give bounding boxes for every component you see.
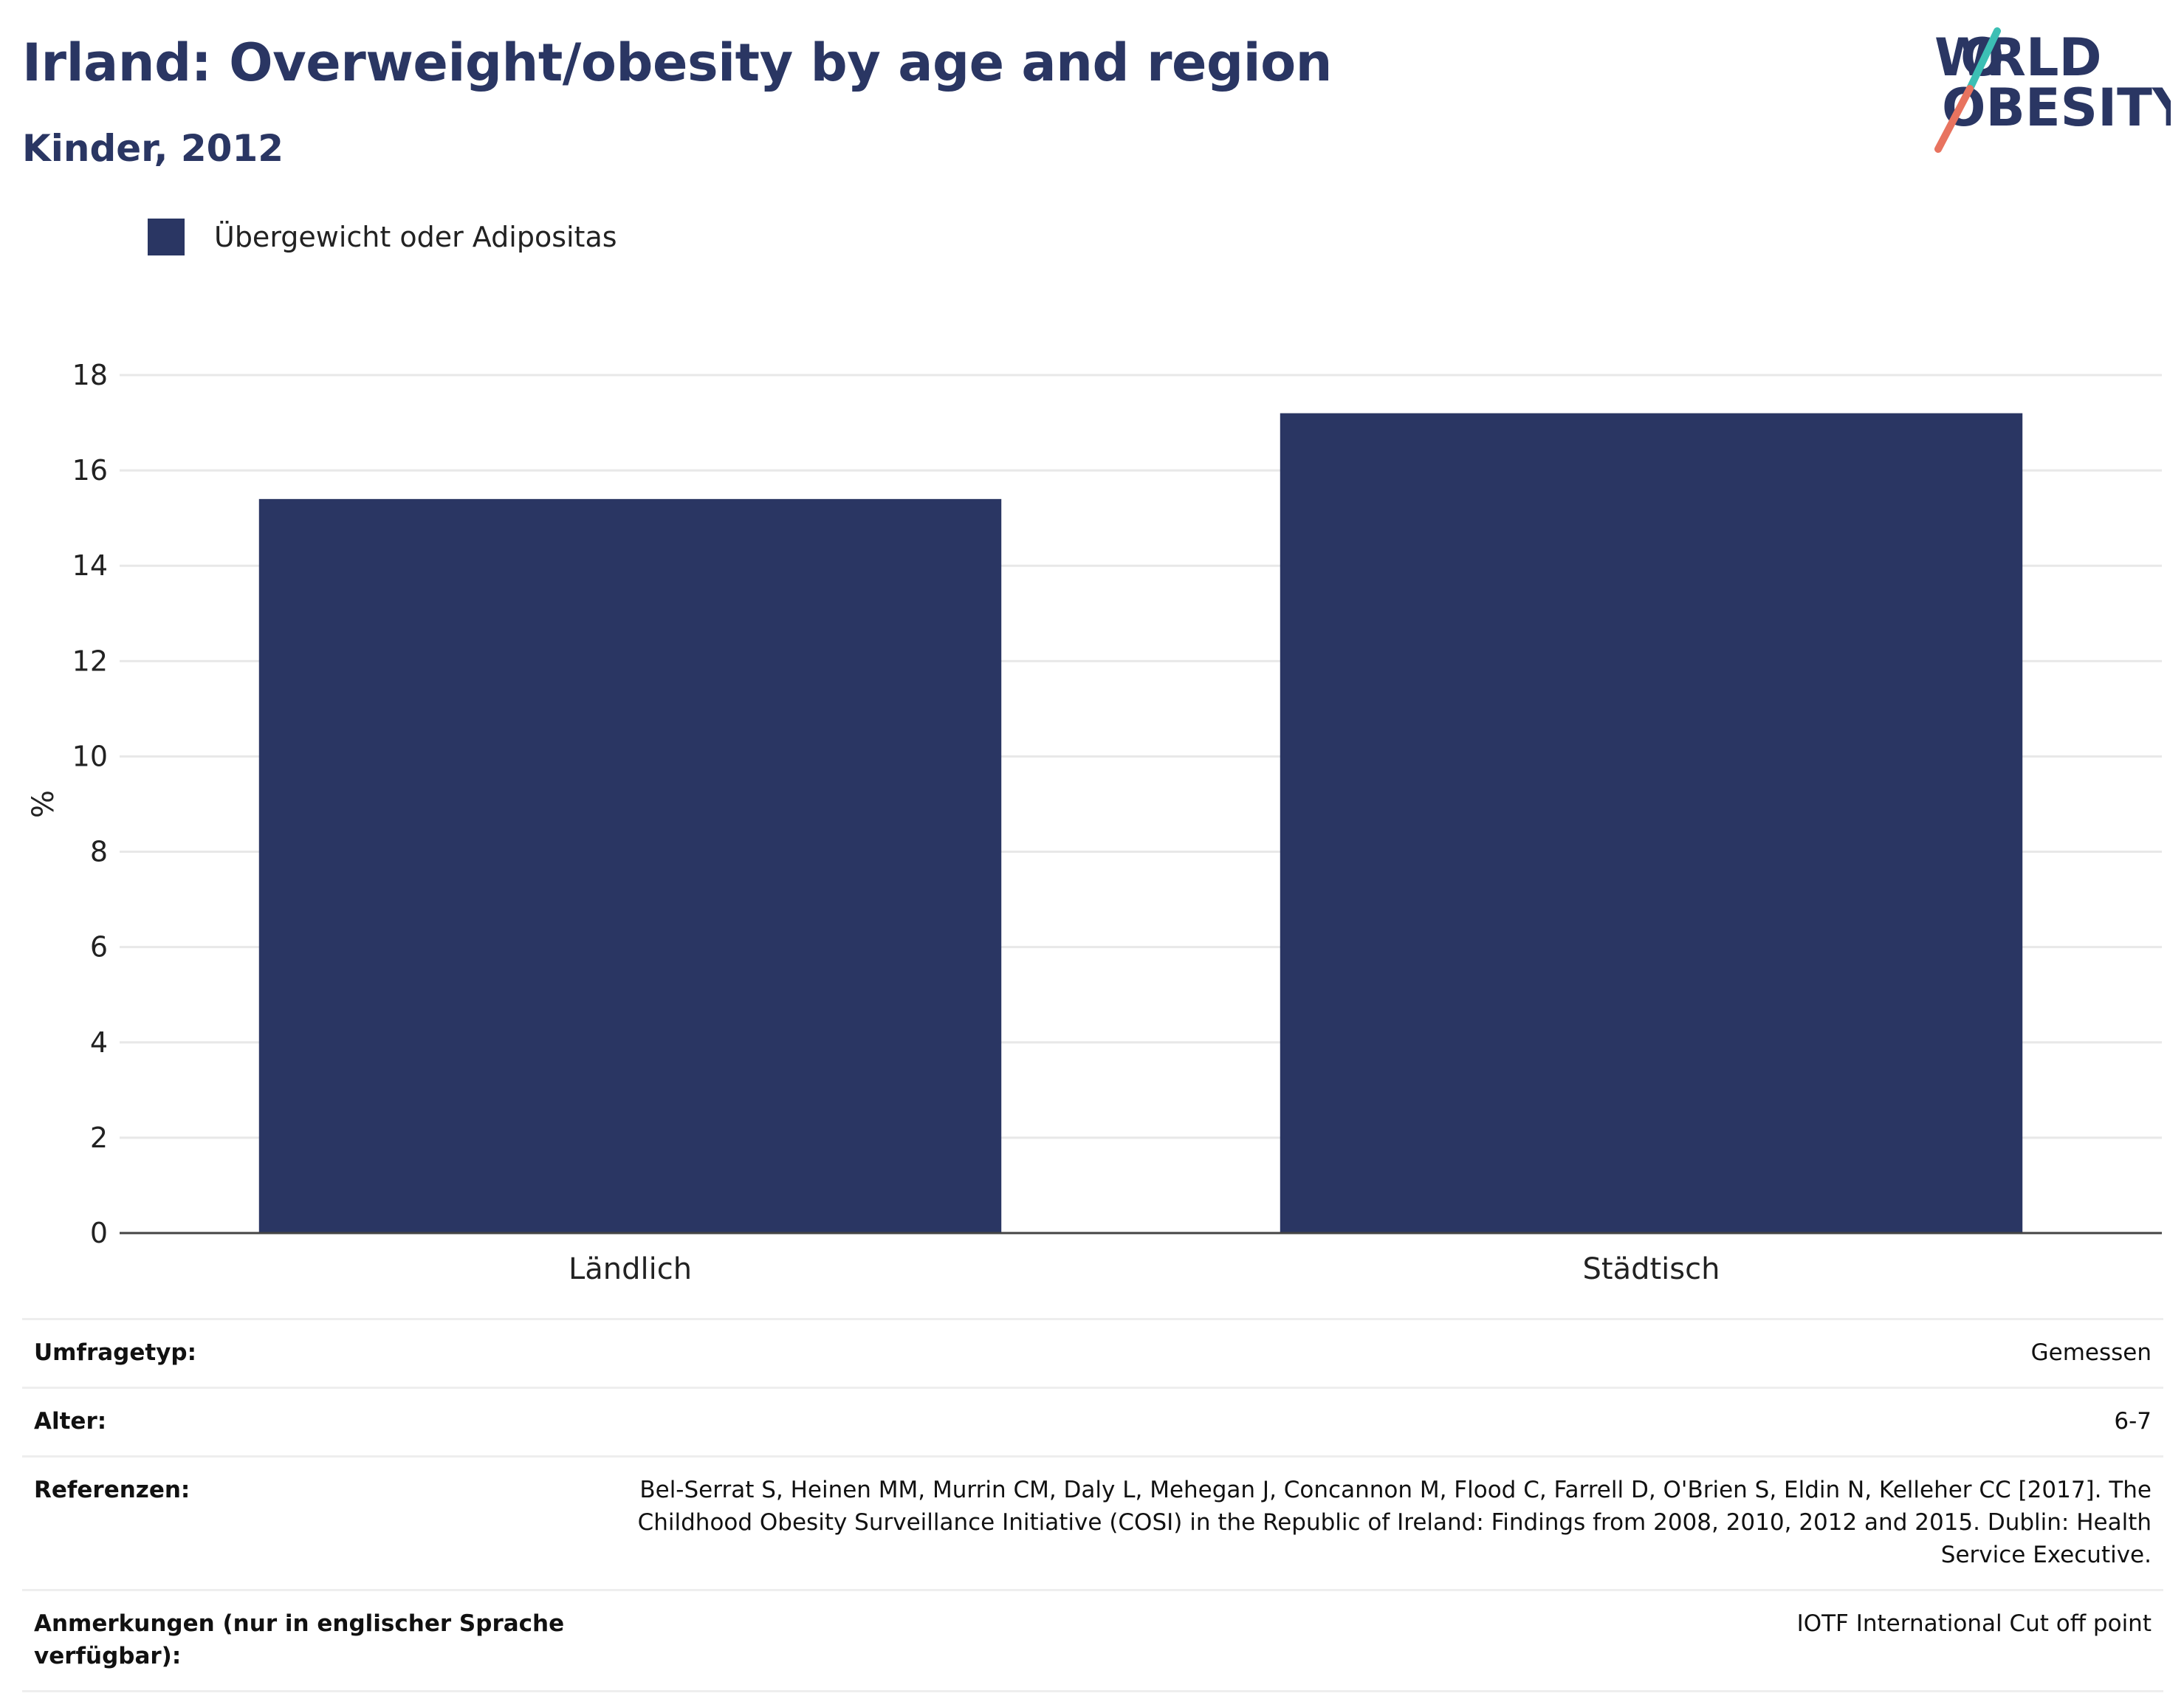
svg-text:OBESITY: OBESITY bbox=[1942, 78, 2171, 138]
y-tick-label: 0 bbox=[90, 1217, 108, 1249]
legend-label: Übergewicht oder Adipositas bbox=[214, 221, 617, 253]
meta-value: Gemessen bbox=[2030, 1339, 2152, 1366]
page-title: Irland: Overweight/obesity by age and re… bbox=[22, 32, 1333, 93]
meta-label: Referenzen: bbox=[34, 1477, 190, 1503]
legend-swatch bbox=[148, 219, 185, 255]
meta-row: Referenzen: Bel-Serrat S, Heinen MM, Murr… bbox=[22, 1455, 2163, 1589]
meta-row: Anmerkungen (nur in englischer Sprache v… bbox=[22, 1589, 2163, 1692]
meta-value: 6-7 bbox=[2114, 1408, 2152, 1435]
meta-row: Umfragetyp: Gemessen bbox=[22, 1318, 2163, 1387]
y-tick-label: 18 bbox=[72, 359, 108, 391]
y-tick-label: 8 bbox=[90, 836, 108, 868]
bar-chart: 0 2 4 6 8 10 12 14 16 18 Ländlich Städtisch% bbox=[27, 359, 2162, 1286]
svg-text:RLD: RLD bbox=[1986, 27, 2102, 88]
y-tick-label: 2 bbox=[90, 1122, 108, 1154]
chart-legend: Übergewicht oder Adipositas bbox=[148, 219, 617, 255]
bar-0 bbox=[258, 498, 1002, 1233]
y-tick-label: 4 bbox=[90, 1026, 108, 1059]
meta-row: Alter: 6-7 bbox=[22, 1387, 2163, 1455]
page-subtitle: Kinder, 2012 bbox=[22, 127, 284, 170]
y-tick-label: 10 bbox=[72, 740, 108, 772]
y-tick-label: 14 bbox=[72, 549, 108, 582]
y-tick-label: 6 bbox=[90, 931, 108, 964]
y-tick-label: 16 bbox=[72, 454, 108, 487]
bar-1 bbox=[1280, 413, 2023, 1233]
metadata-table: Umfragetyp: Gemessen Alter: 6-7 Referenzen: B… bbox=[22, 1318, 2163, 1692]
meta-value: Bel-Serrat S, Heinen MM, Murrin CM, Daly… bbox=[637, 1477, 2152, 1568]
meta-value: IOTF International Cut off point bbox=[1796, 1610, 2152, 1637]
meta-label: Umfragetyp: bbox=[34, 1339, 196, 1366]
meta-label: Anmerkungen (nur in englischer Sprache v… bbox=[34, 1610, 565, 1669]
y-tick-label: 12 bbox=[72, 645, 108, 677]
y-axis-label: % bbox=[27, 790, 61, 818]
meta-label: Alter: bbox=[34, 1408, 107, 1435]
x-tick-label: Städtisch bbox=[1583, 1252, 1720, 1286]
x-tick-label: Ländlich bbox=[569, 1252, 692, 1286]
world-obesity-logo: W RLD O OBESITY bbox=[1934, 27, 2171, 153]
